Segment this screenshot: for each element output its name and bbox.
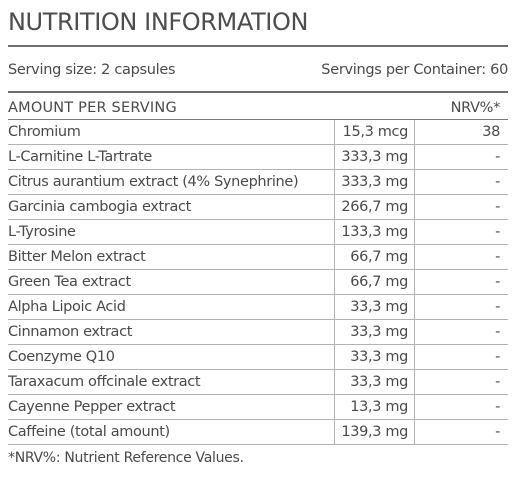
ingredient-amount: 33,3 mg: [350, 349, 408, 365]
column-divider: [334, 270, 335, 295]
title-divider: [8, 45, 508, 47]
serving-info: Serving size: 2 capsules Servings per Co…: [8, 62, 508, 84]
ingredient-nrv: -: [495, 324, 500, 340]
column-divider: [414, 195, 415, 220]
table-row: Chromium 15,3 mcg 38: [8, 120, 508, 145]
ingredient-nrv: -: [495, 149, 500, 165]
ingredient-name: Chromium: [8, 124, 81, 140]
column-divider: [334, 220, 335, 245]
table-row: Alpha Lipoic Acid 33,3 mg -: [8, 295, 508, 320]
column-divider: [414, 420, 415, 445]
ingredient-amount: 333,3 mg: [341, 174, 408, 190]
ingredient-nrv: 38: [482, 124, 500, 140]
column-divider: [414, 320, 415, 345]
ingredient-name: Cinnamon extract: [8, 324, 133, 340]
column-divider: [334, 245, 335, 270]
ingredient-amount: 13,3 mg: [350, 399, 408, 415]
table-row: Cinnamon extract 33,3 mg -: [8, 320, 508, 345]
column-divider: [334, 145, 335, 170]
table-row: Coenzyme Q10 33,3 mg -: [8, 345, 508, 370]
ingredient-amount: 139,3 mg: [341, 424, 408, 440]
ingredient-nrv: -: [495, 224, 500, 240]
ingredient-amount: 15,3 mcg: [342, 124, 409, 140]
column-divider: [414, 120, 415, 145]
column-divider: [334, 320, 335, 345]
ingredient-name: Bitter Melon extract: [8, 249, 146, 265]
ingredient-name: Green Tea extract: [8, 274, 131, 290]
column-divider: [334, 370, 335, 395]
page-title: NUTRITION INFORMATION: [8, 8, 308, 36]
ingredient-name: Garcinia cambogia extract: [8, 199, 191, 215]
column-divider: [414, 245, 415, 270]
ingredient-nrv: -: [495, 349, 500, 365]
column-divider: [414, 170, 415, 195]
ingredient-nrv: -: [495, 199, 500, 215]
ingredient-nrv: -: [495, 424, 500, 440]
serving-divider: [8, 91, 508, 93]
table-body: Chromium 15,3 mcg 38 L-Carnitine L-Tartrate…: [8, 120, 508, 445]
ingredient-name: L-Tyrosine: [8, 224, 76, 240]
column-divider: [334, 345, 335, 370]
ingredient-name: Cayenne Pepper extract: [8, 399, 176, 415]
ingredient-name: Coenzyme Q10: [8, 349, 115, 365]
ingredient-nrv: -: [495, 299, 500, 315]
nutrition-table: AMOUNT PER SERVING NRV%* Chromium 15,3 mc…: [8, 96, 508, 445]
table-row: Green Tea extract 66,7 mg -: [8, 270, 508, 295]
ingredient-name: L-Carnitine L-Tartrate: [8, 149, 152, 165]
header-amount-per-serving: AMOUNT PER SERVING: [8, 100, 177, 116]
column-divider: [334, 120, 335, 145]
table-row: Garcinia cambogia extract 266,7 mg -: [8, 195, 508, 220]
table-row: L-Tyrosine 133,3 mg -: [8, 220, 508, 245]
column-divider: [334, 295, 335, 320]
table-row: Caffeine (total amount) 139,3 mg -: [8, 420, 508, 445]
ingredient-amount: 333,3 mg: [341, 149, 408, 165]
ingredient-nrv: -: [495, 374, 500, 390]
ingredient-amount: 66,7 mg: [350, 249, 408, 265]
column-divider: [334, 420, 335, 445]
ingredient-amount: 133,3 mg: [341, 224, 408, 240]
ingredient-nrv: -: [495, 274, 500, 290]
column-divider: [414, 220, 415, 245]
ingredient-amount: 266,7 mg: [341, 199, 408, 215]
header-nrv: NRV%*: [450, 100, 501, 116]
table-row: Citrus aurantium extract (4% Synephrine)…: [8, 170, 508, 195]
ingredient-name: Citrus aurantium extract (4% Synephrine): [8, 174, 299, 190]
serving-size: Serving size: 2 capsules: [8, 62, 176, 78]
ingredient-nrv: -: [495, 174, 500, 190]
column-divider: [334, 195, 335, 220]
column-divider: [414, 270, 415, 295]
ingredient-amount: 66,7 mg: [350, 274, 408, 290]
table-header-row: AMOUNT PER SERVING NRV%*: [8, 96, 508, 120]
column-divider: [414, 145, 415, 170]
table-row: L-Carnitine L-Tartrate 333,3 mg -: [8, 145, 508, 170]
table-row: Taraxacum offcinale extract 33,3 mg -: [8, 370, 508, 395]
table-row: Bitter Melon extract 66,7 mg -: [8, 245, 508, 270]
ingredient-amount: 33,3 mg: [350, 374, 408, 390]
column-divider: [414, 395, 415, 420]
ingredient-name: Caffeine (total amount): [8, 424, 170, 440]
column-divider: [414, 295, 415, 320]
column-divider: [414, 345, 415, 370]
column-divider: [334, 170, 335, 195]
ingredient-amount: 33,3 mg: [350, 299, 408, 315]
ingredient-name: Taraxacum offcinale extract: [8, 374, 201, 390]
ingredient-amount: 33,3 mg: [350, 324, 408, 340]
column-divider: [414, 370, 415, 395]
ingredient-nrv: -: [495, 399, 500, 415]
ingredient-name: Alpha Lipoic Acid: [8, 299, 126, 315]
table-row: Cayenne Pepper extract 13,3 mg -: [8, 395, 508, 420]
footnote: *NRV%: Nutrient Reference Values.: [8, 450, 244, 466]
column-divider: [334, 395, 335, 420]
servings-per-container: Servings per Container: 60: [321, 62, 508, 78]
ingredient-nrv: -: [495, 249, 500, 265]
